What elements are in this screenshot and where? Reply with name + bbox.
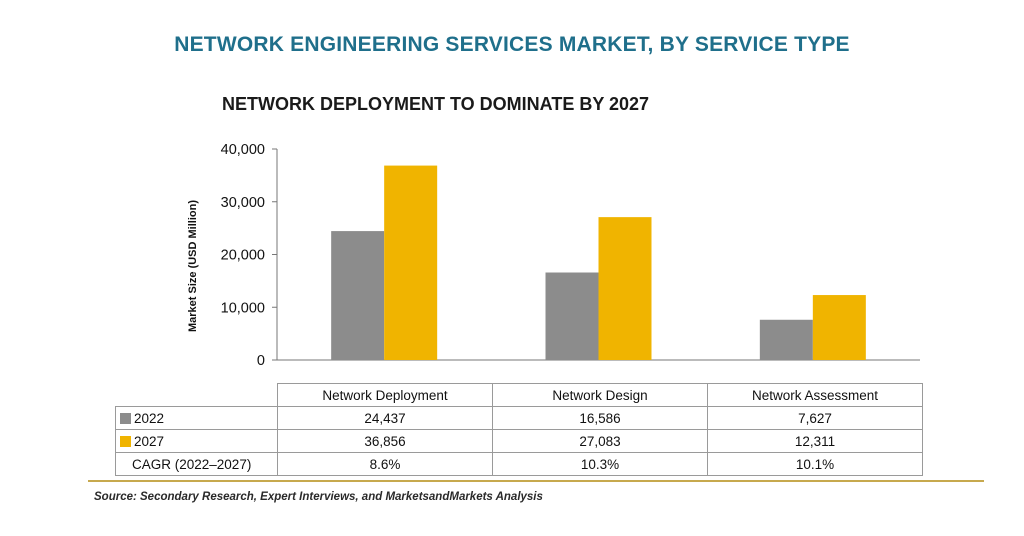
- legend-2027: 2027: [115, 429, 278, 453]
- cagr-assessment: 10.1%: [707, 452, 923, 476]
- y-tick-label: 40,000: [221, 142, 265, 158]
- y-tick-label: 30,000: [221, 195, 265, 211]
- y-tick-label: 0: [257, 353, 265, 369]
- cagr-design: 10.3%: [492, 452, 708, 476]
- footer-divider: [88, 480, 984, 482]
- legend-swatch-2027: [120, 435, 131, 447]
- bar-2027-0: [384, 165, 438, 360]
- table-row-2027: 2027 36,856 27,083 12,311: [115, 429, 923, 453]
- data-table: Network Deployment Network Design Networ…: [115, 383, 923, 476]
- legend-swatch-2022: [120, 412, 131, 424]
- value-2022-deployment: 24,437: [277, 406, 493, 430]
- category-label-2: Network Assessment: [707, 383, 923, 407]
- table-row-cagr: CAGR (2022–2027) 8.6% 10.3% 10.1%: [115, 452, 923, 476]
- bar-2022-2: [759, 319, 813, 360]
- cagr-label: CAGR (2022–2027): [115, 452, 278, 476]
- cagr-deployment: 8.6%: [277, 452, 493, 476]
- legend-label-2022: 2022: [134, 410, 165, 426]
- chart-subtitle: NETWORK DEPLOYMENT TO DOMINATE BY 2027: [222, 94, 650, 114]
- y-tick-label: 20,000: [221, 248, 265, 264]
- y-axis-label: Market Size (USD Million): [187, 200, 199, 332]
- value-2027-design: 27,083: [492, 429, 708, 453]
- y-tick-label: 10,000: [221, 300, 265, 316]
- bar-2022-0: [331, 231, 385, 360]
- bar-2027-1: [598, 217, 652, 360]
- table-corner: [116, 384, 278, 407]
- legend-2022: 2022: [115, 406, 278, 430]
- table-header-row: Network Deployment Network Design Networ…: [116, 383, 923, 407]
- category-label-0: Network Deployment: [277, 383, 493, 407]
- chart-title: NETWORK ENGINEERING SERVICES MARKET, BY …: [174, 33, 850, 56]
- category-label-1: Network Design: [492, 383, 708, 407]
- value-2022-assessment: 7,627: [707, 406, 923, 430]
- legend-label-2027: 2027: [134, 433, 165, 449]
- bar-2022-1: [545, 272, 599, 360]
- value-2027-assessment: 12,311: [707, 429, 923, 453]
- source-note: Source: Secondary Research, Expert Inter…: [94, 491, 543, 503]
- bar-2027-2: [812, 295, 866, 360]
- table-row-2022: 2022 24,437 16,586 7,627: [115, 406, 923, 430]
- value-2027-deployment: 36,856: [277, 429, 493, 453]
- value-2022-design: 16,586: [492, 406, 708, 430]
